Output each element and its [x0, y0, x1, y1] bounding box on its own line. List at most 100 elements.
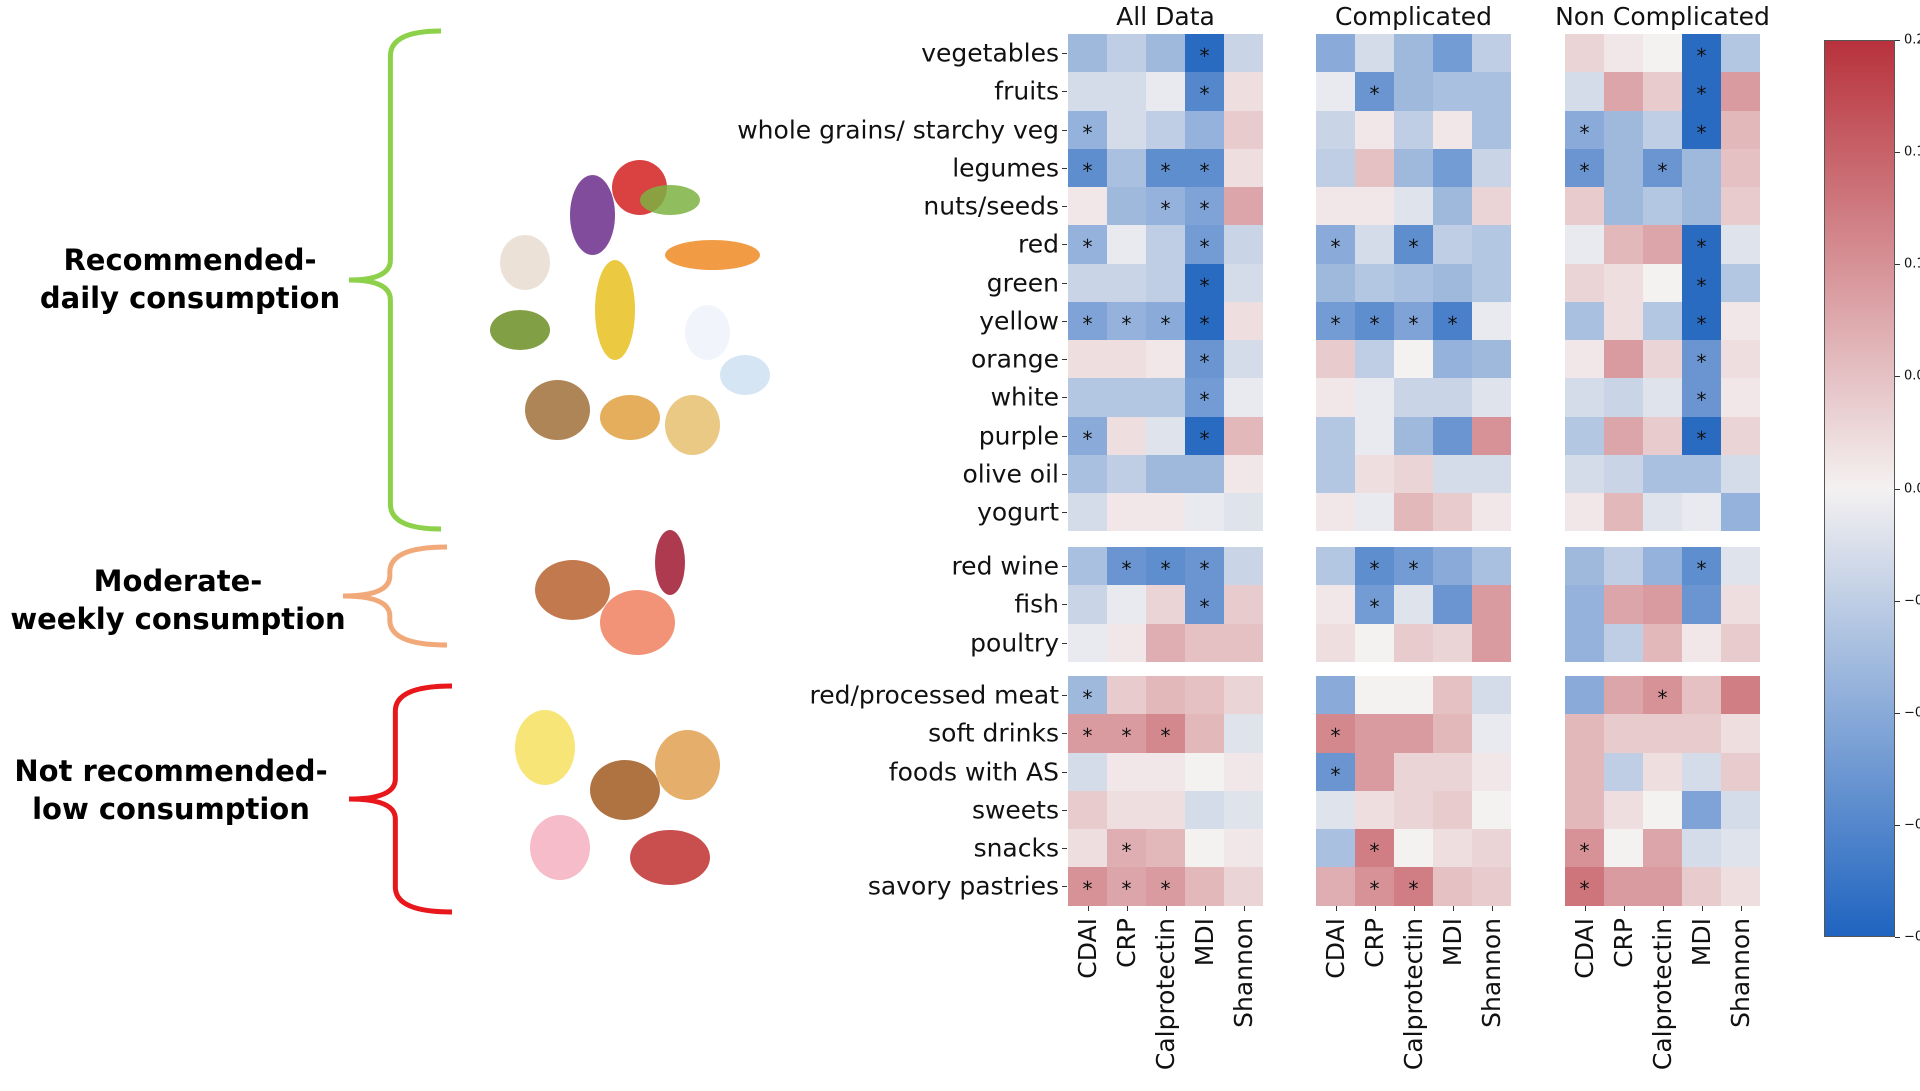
heatmap-cell — [1643, 187, 1682, 226]
panel-title: Non Complicated — [1555, 2, 1770, 31]
heatmap-cell — [1682, 623, 1721, 662]
heatmap-cell — [1433, 301, 1472, 341]
significance-marker: * — [1121, 877, 1132, 902]
heatmap-cell — [1146, 623, 1185, 662]
heatmap-cell — [1472, 187, 1511, 226]
row-label: whole grains/ starchy veg — [737, 115, 1059, 145]
significance-marker: * — [1160, 877, 1171, 902]
heatmap-cell — [1643, 34, 1682, 73]
heatmap-cell — [1107, 867, 1146, 906]
olive-oil-icon — [595, 260, 635, 360]
significance-marker: * — [1330, 311, 1341, 336]
heatmap-cell — [1643, 416, 1682, 455]
heatmap-cell — [1316, 72, 1355, 111]
heatmap-cell — [1721, 340, 1760, 379]
significance-marker: * — [1199, 235, 1210, 260]
heatmap-cell — [1394, 110, 1433, 149]
heatmap-cell — [1682, 867, 1721, 906]
heatmap-cell — [1107, 301, 1146, 341]
heatmap-cell — [1068, 714, 1107, 753]
row-label: foods with AS — [888, 757, 1059, 787]
heatmap-cell — [1185, 110, 1224, 149]
x-tick-label: Calprotectin — [1398, 918, 1428, 1071]
row-label: vegetables — [921, 38, 1059, 68]
heatmap-cell — [1224, 829, 1263, 868]
significance-marker: * — [1579, 877, 1590, 902]
x-tick — [1413, 906, 1415, 911]
heatmap-cell — [1107, 454, 1146, 494]
colorbar-tick — [1895, 937, 1900, 938]
x-tick — [1243, 906, 1245, 911]
colorbar-tick — [1895, 376, 1900, 378]
heatmap-cell — [1643, 301, 1682, 341]
significance-marker: * — [1369, 595, 1380, 620]
heatmap-cell — [1433, 585, 1472, 624]
x-tick-label: CDAI — [1072, 918, 1102, 979]
heatmap-cell — [1433, 378, 1472, 417]
x-tick-label: MDI — [1189, 918, 1219, 967]
heatmap-cell — [1394, 493, 1433, 532]
heatmap-cell — [1721, 752, 1760, 791]
wheat-icon — [665, 395, 720, 455]
heatmap-cell — [1355, 752, 1394, 791]
heatmap-cell — [1472, 623, 1511, 662]
heatmap-cell — [1604, 34, 1643, 73]
heatmap-cell — [1068, 623, 1107, 662]
burger-icon — [590, 760, 660, 820]
heatmap-cell — [1604, 378, 1643, 417]
heatmap-cell — [1316, 714, 1355, 753]
heatmap-cell — [1565, 378, 1604, 417]
heatmap-cell — [1565, 416, 1604, 455]
heatmap-cell — [1433, 34, 1472, 73]
heatmap-cell — [1394, 416, 1433, 455]
heatmap-cell — [1068, 72, 1107, 111]
heatmap-cell — [1604, 263, 1643, 302]
heatmap-cell — [1682, 187, 1721, 226]
heatmap-cell — [1565, 676, 1604, 715]
significance-marker: * — [1330, 762, 1341, 787]
colorbar-tick-label: 0.20 — [1904, 32, 1920, 48]
heatmap-cell — [1565, 225, 1604, 264]
significance-marker: * — [1199, 44, 1210, 69]
heatmap-cell — [1185, 263, 1224, 302]
heatmap-cell — [1107, 714, 1146, 753]
heatmap-cell — [1068, 416, 1107, 455]
heatmap-cell — [1643, 585, 1682, 624]
heatmap-cell — [1107, 623, 1146, 662]
heatmap-cell — [1355, 714, 1394, 753]
heatmap-cell — [1355, 110, 1394, 149]
significance-marker: * — [1082, 686, 1093, 711]
heatmap-cell — [1682, 829, 1721, 868]
significance-marker: * — [1082, 235, 1093, 260]
significance-marker: * — [1369, 877, 1380, 902]
heatmap-cell — [1682, 585, 1721, 624]
heatmap-cell — [1721, 187, 1760, 226]
significance-marker: * — [1199, 388, 1210, 413]
significance-marker: * — [1199, 158, 1210, 183]
panel-title: All Data — [1116, 2, 1215, 31]
significance-marker: * — [1121, 839, 1132, 864]
colorbar-tick-label: −0.20 — [1904, 929, 1920, 945]
significance-marker: * — [1696, 311, 1707, 336]
y-tick — [1062, 566, 1067, 568]
heatmap-cell — [1224, 225, 1263, 264]
heatmap-cell — [1604, 148, 1643, 188]
heatmap-cell — [1316, 34, 1355, 73]
heatmap-cell — [1433, 263, 1472, 302]
heatmap-cell — [1224, 72, 1263, 111]
group-label-line: daily consumption — [39, 281, 341, 315]
heatmap-cell — [1107, 547, 1146, 586]
heatmap-cell — [1224, 752, 1263, 791]
heatmap-cell — [1107, 225, 1146, 264]
significance-marker: * — [1199, 557, 1210, 582]
colorbar-tick — [1895, 824, 1900, 826]
heatmap-cell — [1721, 148, 1760, 188]
heatmap-cell — [1604, 547, 1643, 586]
heatmap-cell — [1224, 110, 1263, 149]
y-tick — [1062, 642, 1067, 644]
heatmap-cell — [1146, 547, 1185, 586]
heatmap-cell — [1355, 454, 1394, 494]
heatmap-cell — [1433, 714, 1472, 753]
heatmap-cell — [1355, 790, 1394, 830]
heatmap-cell — [1604, 714, 1643, 753]
